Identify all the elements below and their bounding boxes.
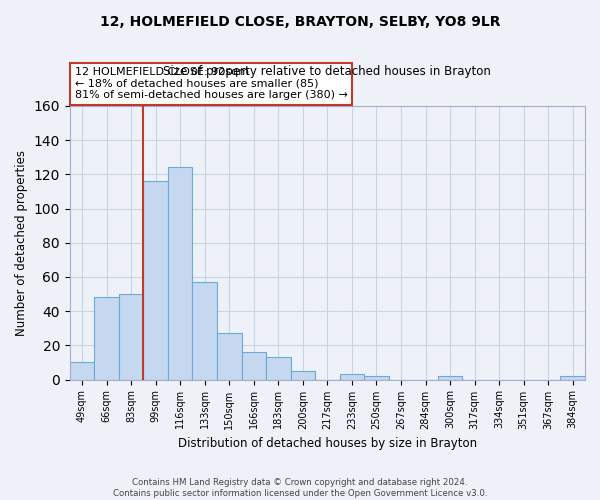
Bar [70,362,94,380]
Bar [94,298,119,380]
Title: Size of property relative to detached houses in Brayton: Size of property relative to detached ho… [163,66,491,78]
Text: 12 HOLMEFIELD CLOSE: 92sqm
← 18% of detached houses are smaller (85)
81% of semi: 12 HOLMEFIELD CLOSE: 92sqm ← 18% of deta… [75,67,348,100]
Bar [364,376,389,380]
Bar [242,352,266,380]
Bar [193,282,217,380]
Bar [217,334,242,380]
Bar [340,374,364,380]
Bar [143,181,168,380]
Text: 12, HOLMEFIELD CLOSE, BRAYTON, SELBY, YO8 9LR: 12, HOLMEFIELD CLOSE, BRAYTON, SELBY, YO… [100,15,500,29]
Y-axis label: Number of detached properties: Number of detached properties [15,150,28,336]
Bar [266,358,290,380]
Bar [290,371,315,380]
Bar [168,168,193,380]
X-axis label: Distribution of detached houses by size in Brayton: Distribution of detached houses by size … [178,437,477,450]
Bar [560,376,585,380]
Bar [119,294,143,380]
Bar [438,376,463,380]
Text: Contains HM Land Registry data © Crown copyright and database right 2024.
Contai: Contains HM Land Registry data © Crown c… [113,478,487,498]
